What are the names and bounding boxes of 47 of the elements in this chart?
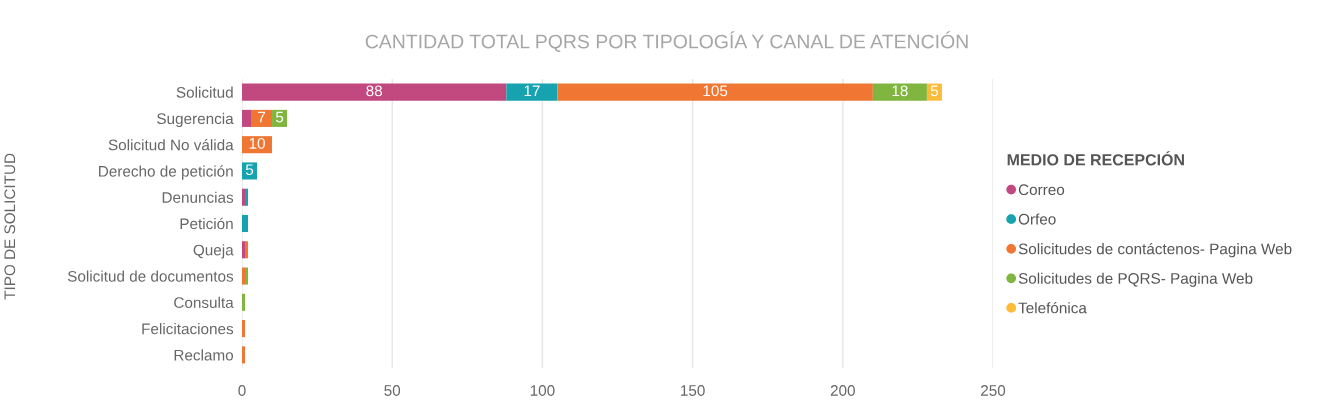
bar	[242, 83, 507, 101]
y-axis-title: TIPO DE SOLICITUD	[4, 153, 16, 300]
legend-label: Orfeo	[1018, 213, 1056, 225]
data-label: 7	[258, 111, 266, 123]
data-label: 88	[366, 85, 383, 97]
x-tick-label: 50	[384, 385, 401, 396]
bar	[872, 83, 927, 101]
data-label: 5	[275, 111, 284, 123]
legend-label: Telefónica	[1018, 301, 1087, 314]
data-label: 18	[892, 85, 908, 97]
data-label: 105	[703, 85, 728, 97]
bar	[242, 214, 249, 233]
legend-label: Correo	[1018, 184, 1065, 196]
data-label: 5	[245, 164, 254, 176]
y-tick-label: Queja	[193, 244, 234, 259]
data-label: 5	[930, 85, 939, 97]
x-tick-label: 150	[681, 385, 705, 396]
data-label: 10	[249, 137, 265, 149]
y-tick-label: Denuncias	[162, 191, 234, 203]
y-tick-label: Solicitud	[176, 86, 233, 98]
legend-label: Solicitudes de PQRS- Pagina Web	[1018, 272, 1253, 287]
x-tick-label: 250	[981, 385, 1006, 396]
chart-title: CANTIDAD TOTAL PQRS POR TIPOLOGÍA Y CANAL DE ATENCIÓN	[365, 31, 968, 52]
legend-title: MEDIO DE RECEPCIÓN	[1007, 151, 1184, 166]
x-tick-label: 200	[830, 385, 855, 396]
bar	[242, 109, 252, 127]
y-tick-label: Consulta	[174, 296, 234, 308]
bar	[557, 83, 873, 101]
bar	[245, 267, 249, 285]
legend-label: Solicitudes de contáctenos- Pagina Web	[1018, 242, 1292, 258]
y-tick-label: Sugerencia	[157, 112, 234, 128]
bar	[242, 293, 245, 311]
bar	[242, 346, 245, 364]
x-tick-label: 0	[238, 385, 246, 396]
bar	[242, 320, 245, 338]
y-tick-label: Solicitud No válida	[108, 138, 234, 151]
y-tick-label: Derecho de petición	[99, 165, 233, 180]
data-label: 17	[524, 85, 540, 97]
bar	[506, 83, 558, 101]
x-tick-label: 100	[530, 385, 555, 396]
y-tick-label: Felicitaciones	[142, 323, 234, 335]
bar	[245, 241, 249, 259]
bar	[251, 109, 273, 127]
y-tick-label: Reclamo	[174, 349, 234, 361]
y-tick-label: Petición	[180, 217, 233, 230]
bar	[245, 188, 249, 206]
y-tick-label: Solicitud de documentos	[67, 270, 234, 282]
